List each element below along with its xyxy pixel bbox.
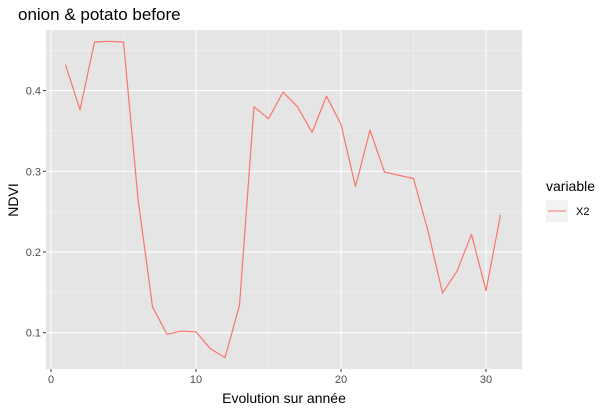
y-tick-label: 0.3 [26, 166, 41, 178]
x-tick-label: 30 [480, 374, 492, 386]
legend: variable X2 [546, 178, 595, 222]
x-tick-label: 10 [190, 374, 202, 386]
plot-panel [46, 30, 522, 369]
y-tick-label: 0.1 [26, 328, 41, 340]
y-axis-title: NDVI [5, 183, 21, 216]
chart-title: onion & potato before [18, 5, 181, 24]
y-tick-label: 0.4 [26, 86, 41, 98]
y-tick-label: 0.2 [26, 247, 41, 259]
major-gridlines [46, 30, 522, 369]
x-tick-label: 0 [48, 374, 54, 386]
x-tick-label: 20 [335, 374, 347, 386]
y-axis: 0.1 0.2 0.3 0.4 [26, 86, 46, 340]
series-line-x2 [64, 40, 502, 359]
legend-title: variable [546, 178, 595, 194]
x-axis: 0 10 20 30 [48, 369, 492, 386]
series-layer [64, 40, 502, 359]
x-axis-title: Evolution sur année [222, 390, 346, 406]
legend-label-x2: X2 [576, 206, 589, 218]
minor-gridlines [46, 30, 522, 369]
